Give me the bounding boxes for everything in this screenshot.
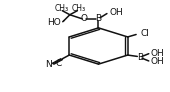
Text: HO: HO <box>47 18 61 27</box>
Text: CH₃: CH₃ <box>71 4 85 13</box>
Text: B: B <box>95 14 101 23</box>
Text: Cl: Cl <box>140 29 149 38</box>
Text: B: B <box>137 53 143 62</box>
Text: OH: OH <box>151 57 165 66</box>
Text: O: O <box>81 14 88 23</box>
Text: OH: OH <box>109 8 123 17</box>
Text: OH: OH <box>151 49 165 58</box>
Text: CH₃: CH₃ <box>54 4 69 13</box>
Text: C: C <box>56 59 62 68</box>
Text: N: N <box>46 60 52 69</box>
